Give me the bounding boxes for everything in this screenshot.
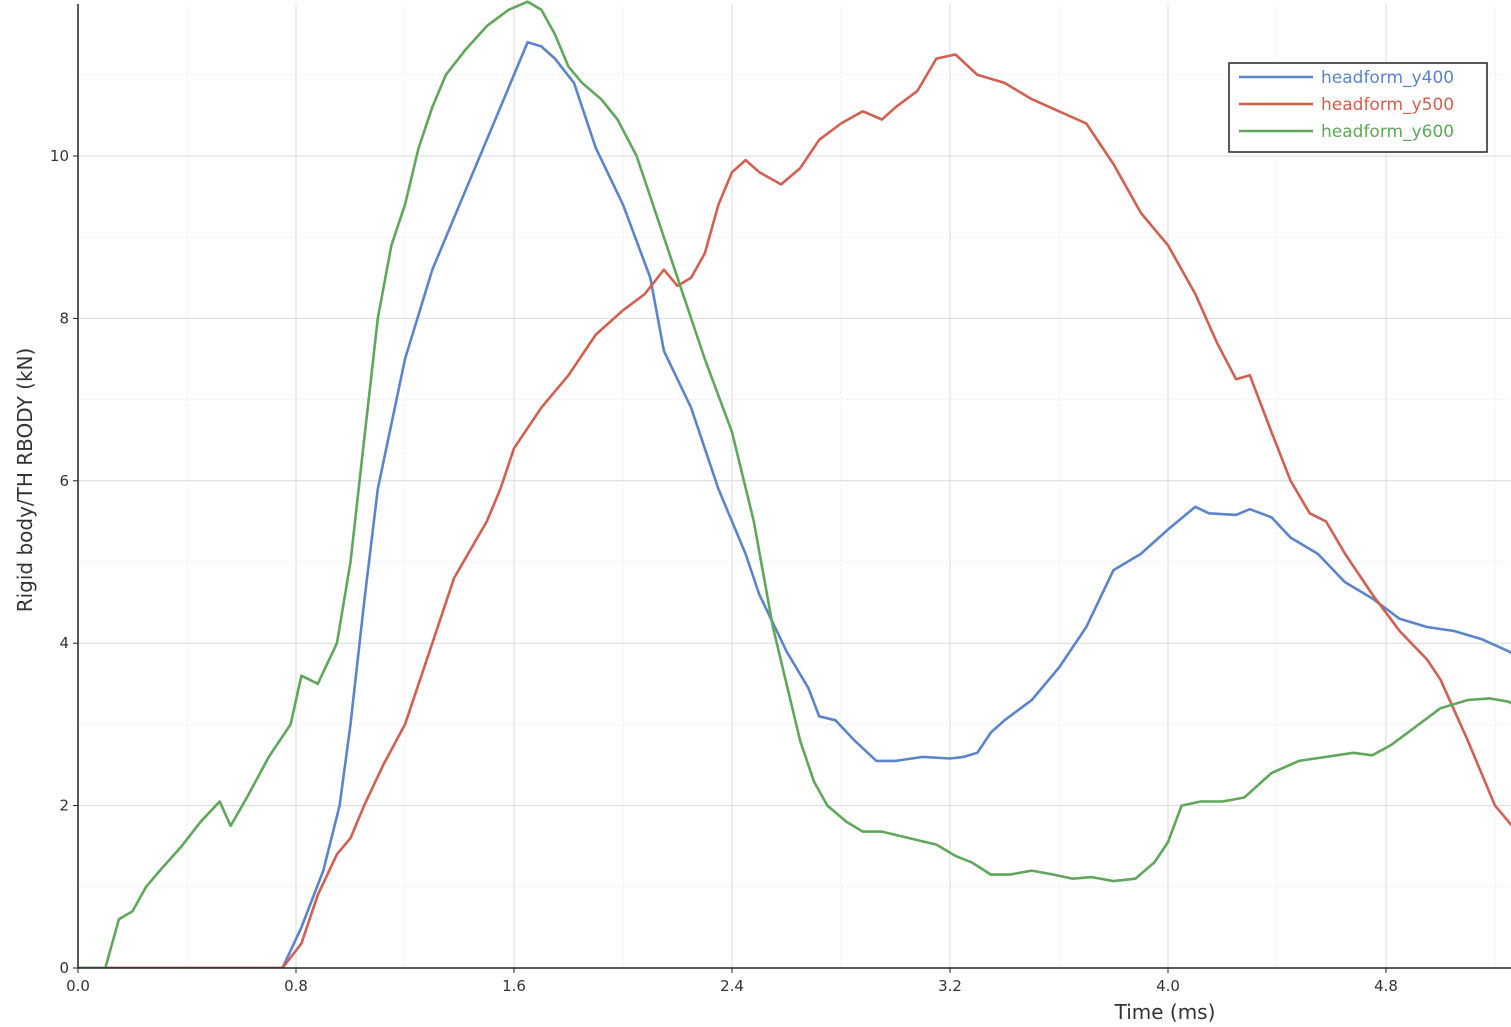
y-tick-label: 10 xyxy=(50,147,69,165)
legend-label: headform_y600 xyxy=(1321,122,1454,142)
y-axis-ticks: 0 2 4 6 8 10 xyxy=(50,147,78,977)
x-tick-label: 4.8 xyxy=(1374,977,1398,995)
series-line-headform-y600 xyxy=(78,0,1511,968)
x-axis-title: Time (ms) xyxy=(1114,1000,1216,1024)
x-tick-label: 0.0 xyxy=(66,977,90,995)
y-tick-label: 0 xyxy=(59,959,69,977)
plot-gridlines xyxy=(78,4,1511,968)
legend: headform_y400 headform_y500 headform_y600 xyxy=(1228,62,1488,153)
x-tick-label: 2.4 xyxy=(720,977,744,995)
plot-series xyxy=(78,0,1511,968)
x-axis-ticks: 0.0 0.8 1.6 2.4 3.2 4.0 4.8 xyxy=(66,968,1398,995)
y-tick-label: 8 xyxy=(59,309,69,327)
y-axis-title: Rigid body/TH RBODY (kN) xyxy=(13,348,37,613)
legend-label: headform_y400 xyxy=(1321,68,1454,88)
x-tick-label: 1.6 xyxy=(502,977,526,995)
series-line-headform-y400 xyxy=(78,41,1511,968)
y-tick-label: 6 xyxy=(59,472,69,490)
legend-label: headform_y500 xyxy=(1321,95,1454,115)
series-line-headform-y500 xyxy=(78,53,1511,968)
y-tick-label: 2 xyxy=(59,797,69,815)
x-tick-label: 3.2 xyxy=(938,977,962,995)
x-tick-label: 0.8 xyxy=(284,977,308,995)
y-tick-label: 4 xyxy=(59,634,69,652)
x-tick-label: 4.0 xyxy=(1156,977,1180,995)
